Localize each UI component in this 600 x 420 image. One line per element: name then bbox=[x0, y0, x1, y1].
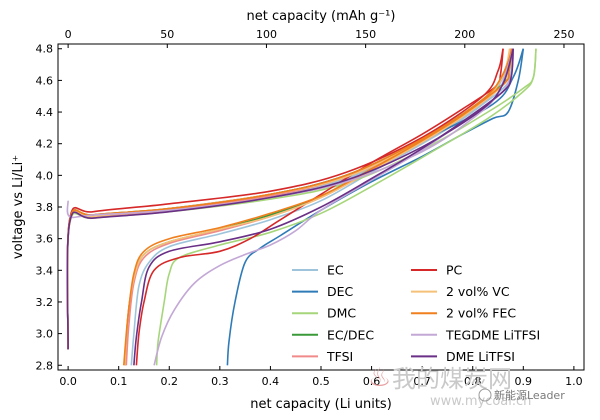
legend-label-dec: DEC bbox=[327, 284, 354, 299]
watermark: ♨ 我的煤炭网 www.mycoal.cn 新能源Leader bbox=[368, 363, 565, 409]
legend-label-tegdme-litfsi: TEGDME LiTFSI bbox=[445, 327, 540, 342]
legend-label-tfsi: TFSI bbox=[326, 349, 353, 364]
series-line-dme-litfsi-charge bbox=[66, 48, 514, 350]
x2-tick-label: 100 bbox=[256, 28, 277, 41]
legend-label-ec-dec: EC/DEC bbox=[327, 327, 374, 342]
y-tick-label: 3.6 bbox=[36, 233, 54, 246]
x2-tick-label: 50 bbox=[160, 28, 174, 41]
series-line-ec-charge bbox=[66, 48, 514, 350]
series-line-2-vol-vc-charge bbox=[66, 48, 511, 350]
series-line-dmc-charge bbox=[66, 48, 537, 350]
series-line-tfsi-charge bbox=[66, 48, 512, 350]
watermark-url: www.mycoal.cn bbox=[430, 394, 531, 409]
x-axis-label: net capacity (Li units) bbox=[250, 397, 392, 412]
x2-tick-label: 150 bbox=[355, 28, 376, 41]
plot-lines bbox=[66, 48, 537, 366]
x2-tick-label: 0 bbox=[65, 28, 72, 41]
y-tick-label: 3.4 bbox=[36, 264, 54, 277]
y-tick-label: 3.0 bbox=[36, 328, 54, 341]
legend-label-ec: EC bbox=[327, 263, 344, 278]
series-line-2-vol-fec-charge bbox=[66, 48, 513, 350]
y-tick-label: 2.8 bbox=[36, 359, 54, 372]
x-tick-label: 0.4 bbox=[262, 375, 280, 388]
y-axis-left: 2.8 3.0 3.2 3.4 3.6 3.8 4.0 4.2 4.4 4.6 4.8 bbox=[36, 43, 62, 372]
x2-tick-label: 200 bbox=[454, 28, 475, 41]
series-line-ec-dec-charge bbox=[66, 48, 512, 350]
y-tick-label: 4.6 bbox=[36, 74, 54, 87]
watermark-text: 我的煤炭网 bbox=[392, 365, 512, 393]
legend: EC DEC DMC EC/DEC TFSI PC 2 vol% VC 2 vol% FEC T… bbox=[292, 263, 540, 364]
legend-label-dmc: DMC bbox=[327, 306, 356, 321]
y-tick-label: 4.4 bbox=[36, 106, 54, 119]
legend-label-pc: PC bbox=[446, 263, 463, 278]
x-tick-label: 0.3 bbox=[211, 375, 229, 388]
watermark-badge: 新能源Leader bbox=[494, 388, 565, 402]
x2-tick-label: 250 bbox=[553, 28, 574, 41]
series-line-pc-discharge bbox=[135, 48, 504, 366]
series-line-dmc-discharge bbox=[155, 48, 537, 366]
watermark-badge-icon bbox=[478, 388, 492, 402]
y-tick-label: 4.2 bbox=[36, 138, 54, 151]
x-tick-label: 0.9 bbox=[515, 375, 533, 388]
x-tick-label: 0.6 bbox=[363, 375, 381, 388]
x-axis-top: 0 50 100 150 200 250 bbox=[65, 28, 574, 48]
legend-label-dme-litfsi: DME LiTFSI bbox=[446, 349, 515, 364]
y-tick-label: 3.2 bbox=[36, 296, 54, 309]
legend-label-2-vol-fec: 2 vol% FEC bbox=[446, 306, 516, 321]
x-axis-bottom: 0.0 0.1 0.2 0.3 0.4 0.5 0.6 0.7 0.8 0.9 1.0 bbox=[59, 366, 583, 388]
x-tick-label: 0.8 bbox=[464, 375, 482, 388]
x2-axis-label: net capacity (mAh g⁻¹) bbox=[247, 9, 396, 24]
y-tick-label: 4.0 bbox=[36, 169, 54, 182]
y-tick-label: 4.8 bbox=[36, 43, 54, 56]
x-tick-label: 0.1 bbox=[110, 375, 128, 388]
legend-label-2-vol-vc: 2 vol% VC bbox=[446, 284, 510, 299]
x-tick-label: 0.2 bbox=[161, 375, 179, 388]
x-tick-label: 0.0 bbox=[59, 375, 77, 388]
x-tick-label: 1.0 bbox=[565, 375, 583, 388]
y-axis-label: voltage vs Li/Li⁺ bbox=[11, 155, 26, 259]
x-tick-label: 0.7 bbox=[413, 375, 431, 388]
series-line-dme-litfsi-discharge bbox=[133, 48, 514, 366]
y-tick-label: 3.8 bbox=[36, 201, 54, 214]
series-line-pc-charge bbox=[66, 48, 504, 350]
x-tick-label: 0.5 bbox=[312, 375, 330, 388]
watermark-logo-icon: ♨ bbox=[368, 363, 391, 393]
